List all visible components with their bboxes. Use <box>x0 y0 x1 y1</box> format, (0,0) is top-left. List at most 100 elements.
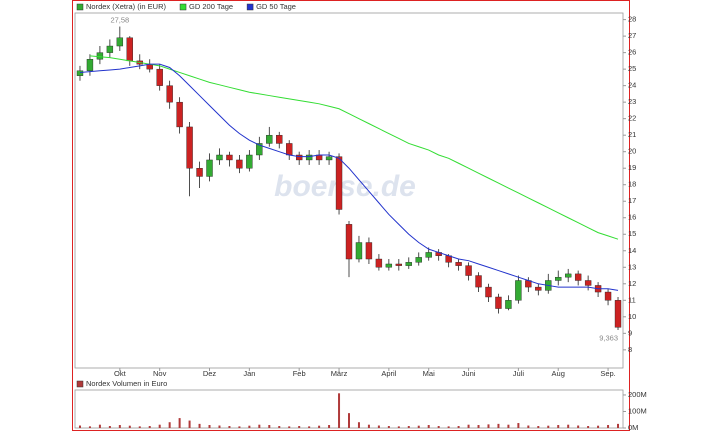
candle-body <box>535 286 542 291</box>
volume-bar <box>328 425 331 428</box>
volume-bar <box>178 418 181 428</box>
annotation: 9,363 <box>599 333 618 342</box>
candle-body <box>365 242 373 260</box>
candle-body <box>475 275 482 288</box>
volume-bar <box>308 426 311 428</box>
volume-bar <box>78 425 81 428</box>
candle-body <box>266 134 273 144</box>
volume-bar <box>158 424 161 428</box>
volume-bar <box>457 426 460 428</box>
volume-bar <box>427 425 430 428</box>
x-tick-label: Aug <box>552 369 565 378</box>
moving-average-line <box>89 55 619 240</box>
volume-bar <box>288 426 291 428</box>
candle-body <box>555 276 562 281</box>
x-tick-label: Jan <box>243 369 255 378</box>
candle-body <box>126 37 133 62</box>
y-tick-label: 10 <box>628 312 636 321</box>
volume-bar <box>108 426 111 428</box>
price-plot-area <box>74 12 624 369</box>
y-tick-label: 14 <box>628 246 636 255</box>
volume-bar <box>228 426 231 428</box>
candle-body <box>295 154 303 161</box>
candle-body <box>604 291 612 301</box>
y-tick-label: 9 <box>628 328 632 337</box>
y-tick-label: 16 <box>628 213 636 222</box>
volume-bar <box>527 425 530 428</box>
volume-bar <box>138 426 141 428</box>
candle-body <box>405 262 412 266</box>
candle-body <box>216 154 223 161</box>
candle-body <box>246 154 253 169</box>
volume-bar <box>168 422 171 428</box>
y-tick-label: 25 <box>628 64 636 73</box>
y-tick-label: 24 <box>628 81 636 90</box>
volume-bar <box>417 425 420 428</box>
candle-body <box>206 159 213 177</box>
candle-body <box>236 159 243 169</box>
legend-label: Nordex (Xetra) (in EUR) <box>86 2 167 11</box>
volume-bar <box>278 426 281 428</box>
volume-bar <box>258 424 261 428</box>
volume-bar <box>318 425 321 428</box>
x-tick-label: Feb <box>293 369 306 378</box>
volume-bar <box>557 425 560 428</box>
volume-bar <box>587 426 590 428</box>
candle-body <box>335 156 343 210</box>
y-tick-label: 21 <box>628 130 636 139</box>
x-tick-label: Mai <box>423 369 435 378</box>
candle-body <box>584 280 592 286</box>
candle-body <box>325 156 333 161</box>
candle-body <box>305 154 313 161</box>
volume-bar <box>387 426 390 428</box>
y-tick-label: 18 <box>628 180 636 189</box>
candle-body <box>166 85 173 103</box>
candle-body <box>515 280 522 301</box>
candle-body <box>614 300 622 328</box>
candle-body <box>106 45 114 53</box>
candle-body <box>355 242 363 260</box>
volume-bar <box>607 425 610 428</box>
frame <box>72 0 630 431</box>
legend-label: GD 50 Tage <box>256 2 296 11</box>
x-tick-label: Nov <box>153 369 167 378</box>
candle-body <box>415 257 422 263</box>
volume-bar <box>477 425 480 428</box>
legend-swatch <box>246 3 254 11</box>
y-tick-label: 22 <box>628 114 636 123</box>
y-tick-label: 19 <box>628 163 636 172</box>
y-tick-label: 27 <box>628 31 636 40</box>
volume-bar <box>407 426 410 428</box>
candle-body <box>156 68 163 86</box>
volume-bar <box>467 424 470 428</box>
y-tick-label: 12 <box>628 279 636 288</box>
y-tick-label: 0M <box>628 423 638 431</box>
moving-average-line <box>79 63 619 291</box>
legend-label: GD 200 Tage <box>189 2 233 11</box>
volume-bar <box>357 422 360 428</box>
volume-bar <box>298 426 301 428</box>
candle-body <box>345 224 353 260</box>
volume-bar <box>397 426 400 428</box>
y-tick-label: 15 <box>628 229 636 238</box>
volume-bar <box>447 426 450 428</box>
candle-body <box>505 300 512 309</box>
candle-body <box>455 262 462 266</box>
volume-bar <box>497 423 500 428</box>
volume-bar <box>338 393 341 428</box>
volume-bar <box>218 425 221 428</box>
volume-bar <box>437 426 440 428</box>
candle-body <box>375 258 383 268</box>
volume-bar <box>88 426 91 428</box>
candle-body <box>176 101 183 128</box>
y-tick-label: 20 <box>628 147 636 156</box>
legend-swatch <box>76 3 84 11</box>
volume-bar <box>118 425 121 428</box>
volume-bar <box>208 425 211 428</box>
candle-body <box>425 252 432 258</box>
volume-bar <box>268 425 271 428</box>
candle-body <box>465 265 472 276</box>
y-tick-label: 100M <box>628 406 647 415</box>
